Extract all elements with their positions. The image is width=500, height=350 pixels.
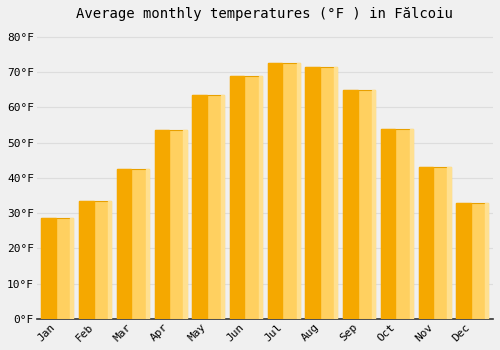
Bar [259, 76, 262, 319]
Bar [456, 203, 488, 319]
Bar [296, 63, 300, 319]
Bar [372, 90, 375, 319]
Bar [146, 169, 149, 319]
Bar [42, 218, 56, 319]
Bar [410, 128, 413, 319]
Bar [381, 128, 413, 319]
Bar [306, 67, 320, 319]
Bar [230, 76, 262, 319]
Bar [334, 67, 338, 319]
Bar [381, 128, 396, 319]
Bar [70, 218, 74, 319]
Bar [154, 130, 186, 319]
Bar [418, 167, 450, 319]
Bar [448, 167, 450, 319]
Bar [268, 63, 282, 319]
Bar [306, 67, 338, 319]
Bar [117, 169, 149, 319]
Bar [154, 130, 169, 319]
Bar [117, 169, 132, 319]
Bar [192, 95, 224, 319]
Title: Average monthly temperatures (°F ) in Fălcoiu: Average monthly temperatures (°F ) in Fă… [76, 7, 454, 21]
Bar [79, 201, 111, 319]
Bar [42, 218, 74, 319]
Bar [230, 76, 244, 319]
Bar [221, 95, 224, 319]
Bar [456, 203, 470, 319]
Bar [343, 90, 357, 319]
Bar [184, 130, 186, 319]
Bar [418, 167, 433, 319]
Bar [79, 201, 94, 319]
Bar [268, 63, 300, 319]
Bar [343, 90, 375, 319]
Bar [108, 201, 111, 319]
Bar [485, 203, 488, 319]
Bar [192, 95, 206, 319]
